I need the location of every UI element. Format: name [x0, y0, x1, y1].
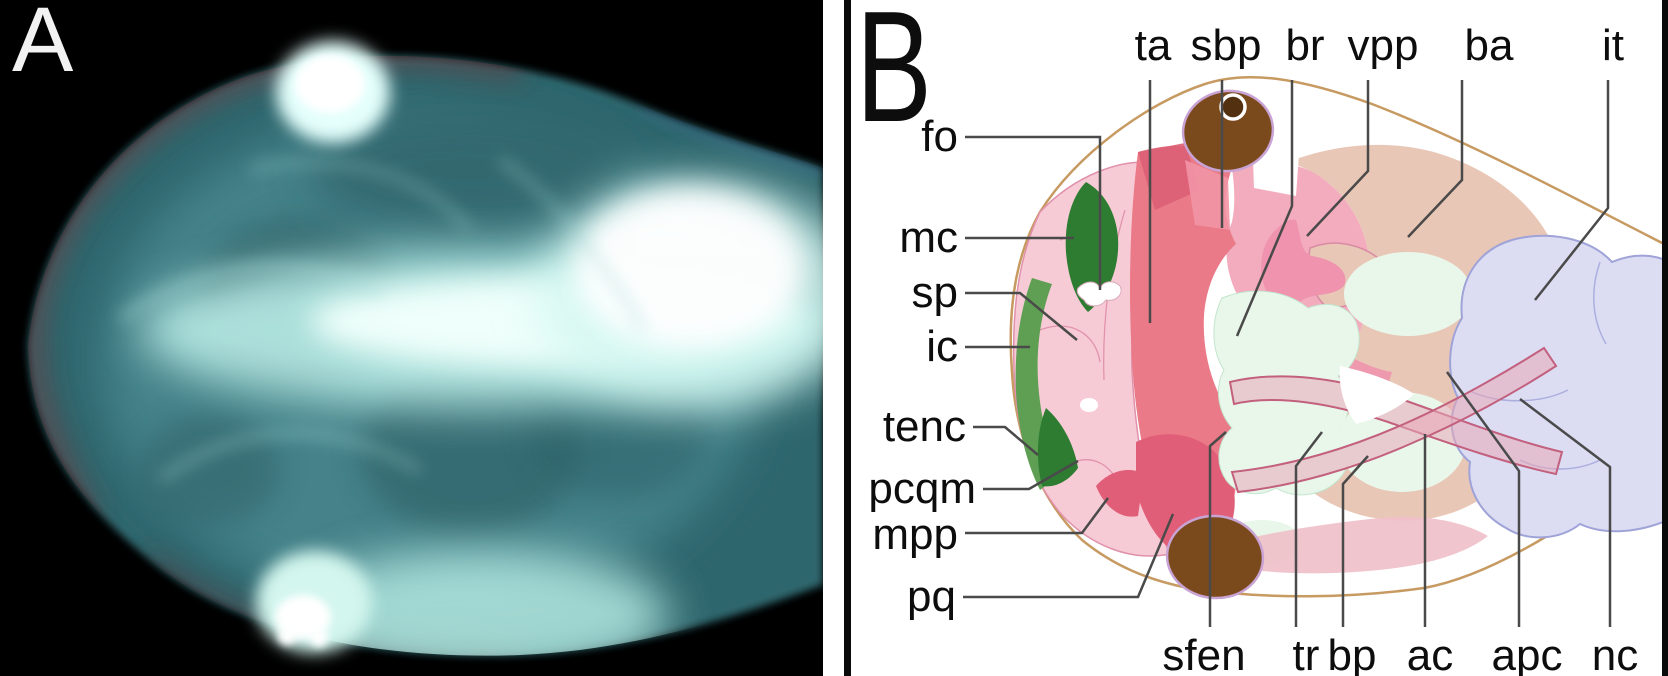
- leader-lines: [963, 80, 1612, 627]
- region-medium-green: [1015, 278, 1062, 490]
- leader-nc: [1519, 398, 1612, 627]
- label-it: it: [1602, 21, 1624, 70]
- label-sfen: sfen: [1162, 631, 1246, 676]
- head-outline: [1009, 75, 1662, 598]
- leader-vpp: [1306, 80, 1370, 237]
- panel-divider: [844, 0, 851, 676]
- leader-ba: [1407, 80, 1464, 238]
- label-vpp: vpp: [1347, 21, 1419, 70]
- panel-b-diagram: [963, 75, 1662, 627]
- label-apc: apc: [1491, 631, 1563, 676]
- label-br: br: [1285, 21, 1325, 70]
- label-bp: bp: [1327, 631, 1377, 676]
- label-ba: ba: [1464, 21, 1514, 70]
- label-tenc: tenc: [882, 402, 966, 451]
- label-fo: fo: [921, 112, 958, 161]
- leader-sp: [965, 291, 1078, 341]
- label-sp: sp: [911, 268, 958, 317]
- leader-br: [1235, 80, 1294, 337]
- label-pcqm: pcqm: [868, 464, 976, 513]
- label-ta: ta: [1134, 21, 1172, 70]
- leader-fo: [965, 135, 1102, 290]
- panel-b-letter: B: [856, 0, 932, 155]
- panel-a-photo: [0, 0, 823, 676]
- label-ic: ic: [926, 322, 958, 371]
- leader-pcqm: [983, 459, 1079, 491]
- leader-tenc: [973, 425, 1039, 456]
- leader-mpp: [965, 497, 1110, 535]
- leader-it: [1534, 80, 1610, 301]
- region-dark-green-upper: [1065, 182, 1119, 312]
- label-mc: mc: [899, 213, 958, 262]
- label-nc: nc: [1591, 631, 1639, 676]
- leader-bp: [1341, 455, 1369, 627]
- label-pq: pq: [907, 572, 956, 621]
- region-band-lower: [1230, 346, 1558, 494]
- label-tr: tr: [1292, 631, 1320, 676]
- leader-apc: [1445, 371, 1521, 627]
- label-mpp: mpp: [872, 510, 958, 559]
- region-mint-upper-right: [1344, 252, 1472, 336]
- leader-tr: [1294, 431, 1323, 627]
- leader-pq: [963, 513, 1175, 599]
- label-ac: ac: [1406, 631, 1454, 676]
- leader-sfen: [1208, 431, 1227, 627]
- panel-a-letter: A: [12, 0, 74, 91]
- label-sbp: sbp: [1190, 21, 1262, 70]
- figure-right-border: [1662, 0, 1668, 676]
- right-bright-glow: [575, 188, 805, 348]
- brown-capsule-top: [1181, 89, 1275, 173]
- brown-capsule-bottom: [1165, 514, 1265, 600]
